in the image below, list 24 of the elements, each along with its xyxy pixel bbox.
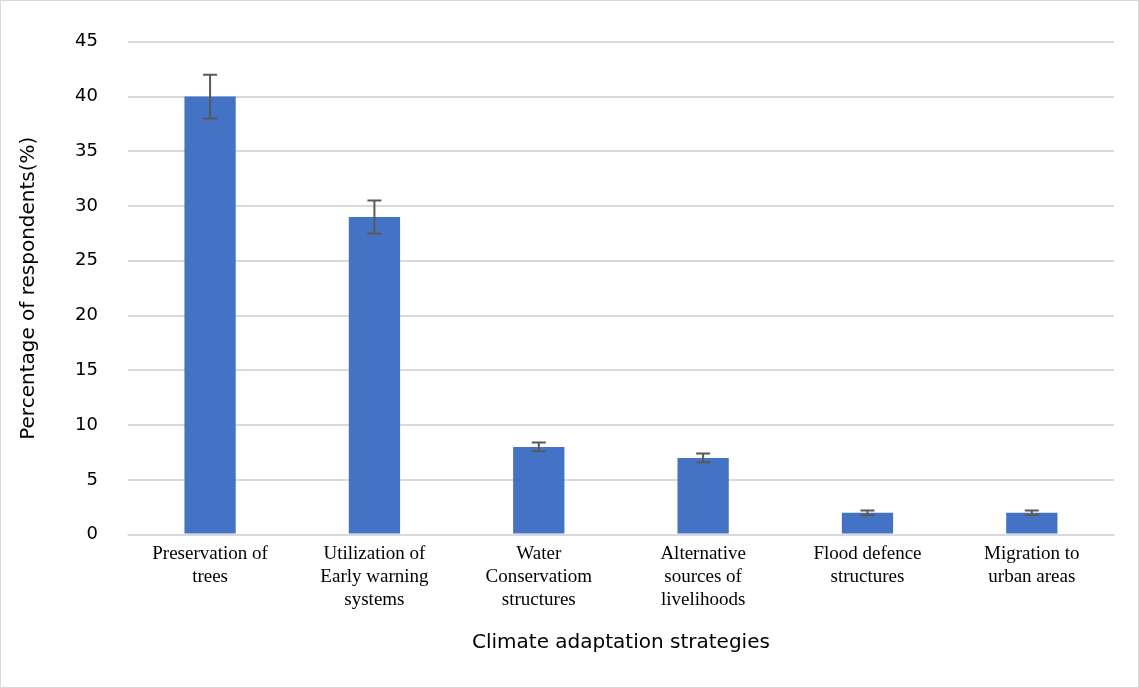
y-tick-label: 45 xyxy=(75,29,98,51)
y-tick-label: 15 xyxy=(75,358,98,380)
x-tick-label: Migration to urban areas xyxy=(984,541,1080,586)
bar xyxy=(348,217,401,534)
bar xyxy=(1006,512,1058,534)
x-tick-label: Alternative sources of livelihoods xyxy=(660,541,746,609)
y-tick-label: 5 xyxy=(86,467,98,489)
y-tick-label: 40 xyxy=(75,84,98,106)
y-tick-label: 25 xyxy=(75,248,98,270)
y-tick-label: 35 xyxy=(75,138,98,160)
bar xyxy=(184,96,236,534)
y-tick-label: 20 xyxy=(75,303,98,325)
bar xyxy=(513,446,565,534)
y-tick-label: 0 xyxy=(86,522,98,544)
bar xyxy=(841,512,894,534)
bar xyxy=(677,457,729,534)
y-tick-label: 30 xyxy=(75,193,98,215)
x-tick-label: Preservation of trees xyxy=(152,541,269,586)
x-tick-label: Flood defence structures xyxy=(813,541,922,586)
x-tick-label: Utilization of Early warning systems xyxy=(320,541,430,609)
x-tick-label: Water Conservatiom structures xyxy=(485,541,593,609)
y-axis-title: Percentage of respondents(%) xyxy=(15,136,40,440)
y-tick-label: 10 xyxy=(75,412,98,434)
x-axis-title: Climate adaptation strategies xyxy=(472,629,770,654)
